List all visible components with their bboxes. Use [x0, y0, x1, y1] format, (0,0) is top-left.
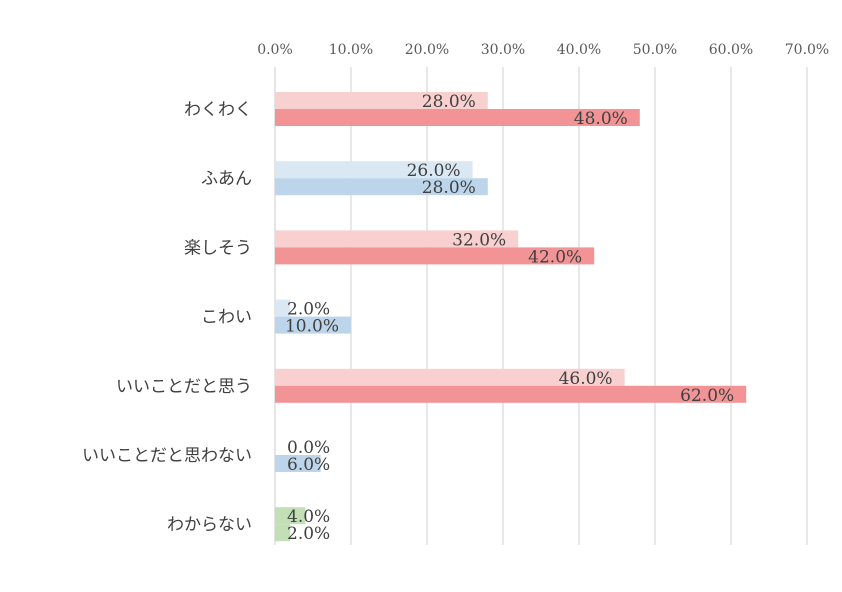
category-label: わからない — [167, 515, 252, 535]
bar — [275, 161, 473, 179]
bar-data-label: 48.0% — [574, 109, 628, 129]
bar-data-label: 2.0% — [287, 300, 330, 320]
bar — [275, 385, 747, 403]
gridlines — [274, 67, 808, 545]
x-tick-label: 70.0% — [785, 42, 829, 58]
bar-data-label: 46.0% — [559, 369, 613, 389]
x-tick-label: 10.0% — [329, 42, 373, 58]
x-axis-ticks: 0.0% 10.0% 20.0% 30.0% 40.0% 50.0% 60.0% 70.0% — [257, 42, 829, 58]
data-labels: 28.0%48.0%26.0%28.0%32.0%42.0%2.0%10.0%4… — [285, 92, 734, 544]
x-tick-label: 50.0% — [633, 42, 677, 58]
bar — [275, 455, 321, 472]
category-label: 楽しそう — [184, 238, 252, 258]
bar-data-label: 10.0% — [285, 317, 339, 337]
bar — [275, 316, 351, 334]
bar — [275, 178, 488, 196]
bar-data-label: 2.0% — [287, 524, 330, 544]
bar-data-label: 6.0% — [287, 455, 330, 475]
x-tick-label: 30.0% — [481, 42, 525, 58]
category-label: こわい — [201, 308, 252, 328]
bar — [275, 524, 291, 542]
x-tick-label: 0.0% — [257, 42, 293, 58]
x-tick-label: 60.0% — [709, 42, 753, 58]
bar-data-label: 26.0% — [407, 161, 461, 181]
x-tick-label: 40.0% — [557, 42, 601, 58]
bar — [275, 247, 595, 265]
bar — [275, 368, 625, 386]
bar — [275, 109, 640, 126]
bar-data-label: 28.0% — [422, 92, 476, 112]
bar — [275, 299, 291, 317]
category-label: ふあん — [201, 169, 252, 189]
bar-data-label: 28.0% — [422, 178, 476, 198]
bar-data-label: 32.0% — [452, 230, 506, 250]
bar-data-label: 4.0% — [287, 507, 330, 527]
category-label: いいことだと思う — [116, 377, 252, 397]
bar — [275, 92, 488, 109]
category-label: わくわく — [184, 100, 252, 120]
category-label: いいことだと思わない — [82, 446, 252, 466]
bar — [275, 507, 306, 525]
bar-data-label: 62.0% — [680, 386, 734, 406]
x-tick-label: 20.0% — [405, 42, 449, 58]
bar-data-label: 42.0% — [528, 247, 582, 267]
bar-data-label: 0.0% — [287, 438, 330, 458]
bar — [275, 230, 519, 248]
bars — [275, 92, 747, 542]
